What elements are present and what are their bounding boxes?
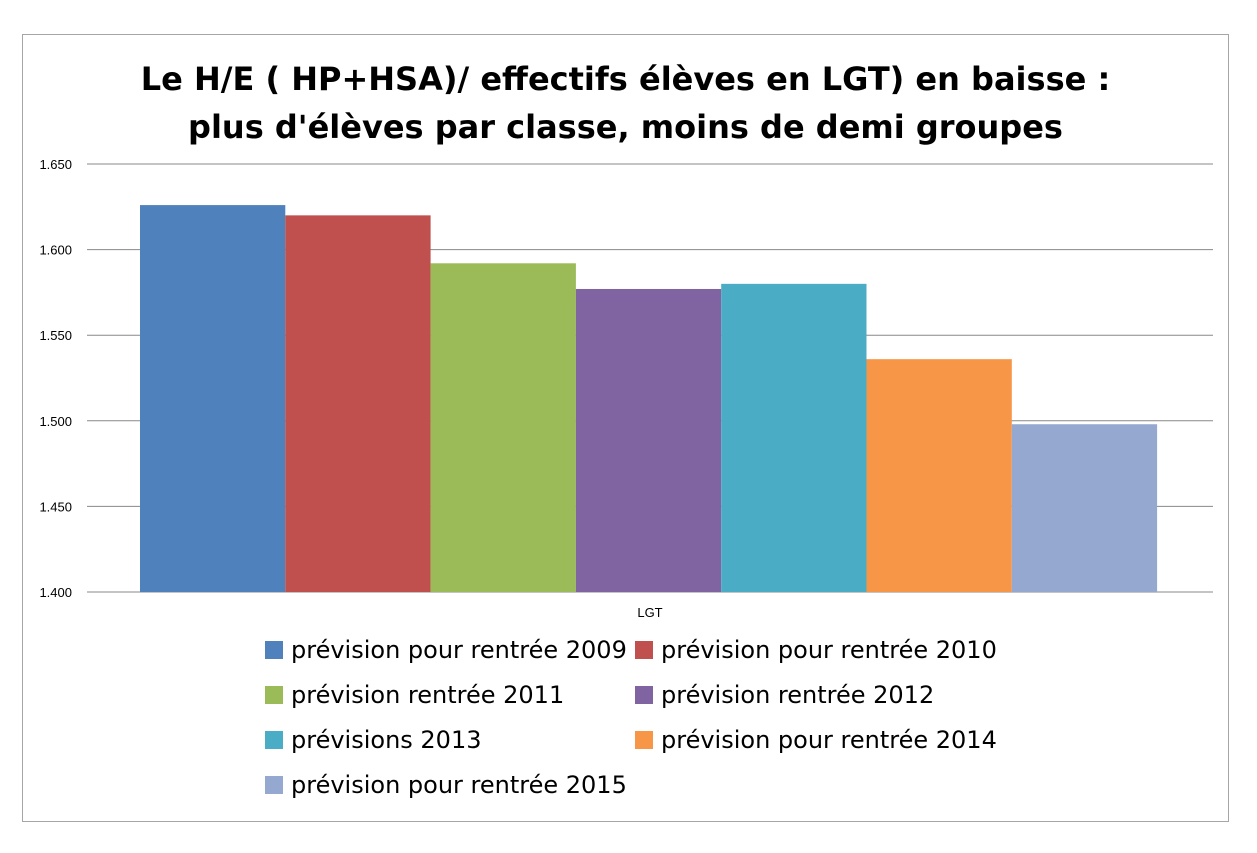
chart-title: Le H/E ( HP+HSA)/ effectifs élèves en LG… xyxy=(23,55,1228,151)
legend-item: prévision pour rentrée 2014 xyxy=(635,725,997,755)
y-tick-label: 1.500 xyxy=(39,414,72,429)
legend-label: prévision pour rentrée 2014 xyxy=(661,726,997,754)
chart-title-line1: Le H/E ( HP+HSA)/ effectifs élèves en LG… xyxy=(140,60,1111,98)
legend-label: prévision pour rentrée 2009 xyxy=(291,636,627,664)
legend-label: prévision pour rentrée 2010 xyxy=(661,636,997,664)
legend-swatch xyxy=(265,776,283,794)
legend-swatch xyxy=(635,731,653,749)
legend-swatch xyxy=(265,731,283,749)
y-tick-label: 1.650 xyxy=(39,157,72,172)
bar-series-1 xyxy=(140,205,286,592)
x-category-label: LGT xyxy=(637,605,662,620)
legend-swatch xyxy=(265,641,283,659)
legend-swatch xyxy=(265,686,283,704)
chart-frame: Le H/E ( HP+HSA)/ effectifs élèves en LG… xyxy=(22,34,1229,822)
legend-item: prévisions 2013 xyxy=(265,725,482,755)
bar-series-2 xyxy=(285,215,431,593)
y-tick-label: 1.550 xyxy=(39,328,72,343)
y-tick-label: 1.450 xyxy=(39,499,72,514)
bar-series-6 xyxy=(866,359,1012,592)
chart-subtitle: plus d'élèves par classe, moins de demi … xyxy=(188,108,1063,146)
legend-label: prévision rentrée 2011 xyxy=(291,681,565,709)
legend-item: prévision rentrée 2012 xyxy=(635,680,934,710)
legend-item: prévision pour rentrée 2015 xyxy=(265,770,627,800)
legend-item: prévision pour rentrée 2010 xyxy=(635,635,997,665)
legend-label: prévision pour rentrée 2015 xyxy=(291,771,627,799)
bar-series-4 xyxy=(575,288,722,592)
legend-label: prévisions 2013 xyxy=(291,726,482,754)
y-tick-label: 1.600 xyxy=(39,243,72,258)
plot-area: 1.400 1.450 1.500 1.550 1.600 1.650 LGT xyxy=(39,157,1213,620)
bar-series-5 xyxy=(721,283,867,592)
legend-item: prévision pour rentrée 2009 xyxy=(265,635,627,665)
legend-swatch xyxy=(635,686,653,704)
bar-series-3 xyxy=(430,263,576,592)
legend-label: prévision rentrée 2012 xyxy=(661,681,935,709)
legend-item: prévision rentrée 2011 xyxy=(265,680,564,710)
legend-swatch xyxy=(635,641,653,659)
y-tick-label: 1.400 xyxy=(39,585,72,600)
bar-series-7 xyxy=(1011,424,1158,592)
